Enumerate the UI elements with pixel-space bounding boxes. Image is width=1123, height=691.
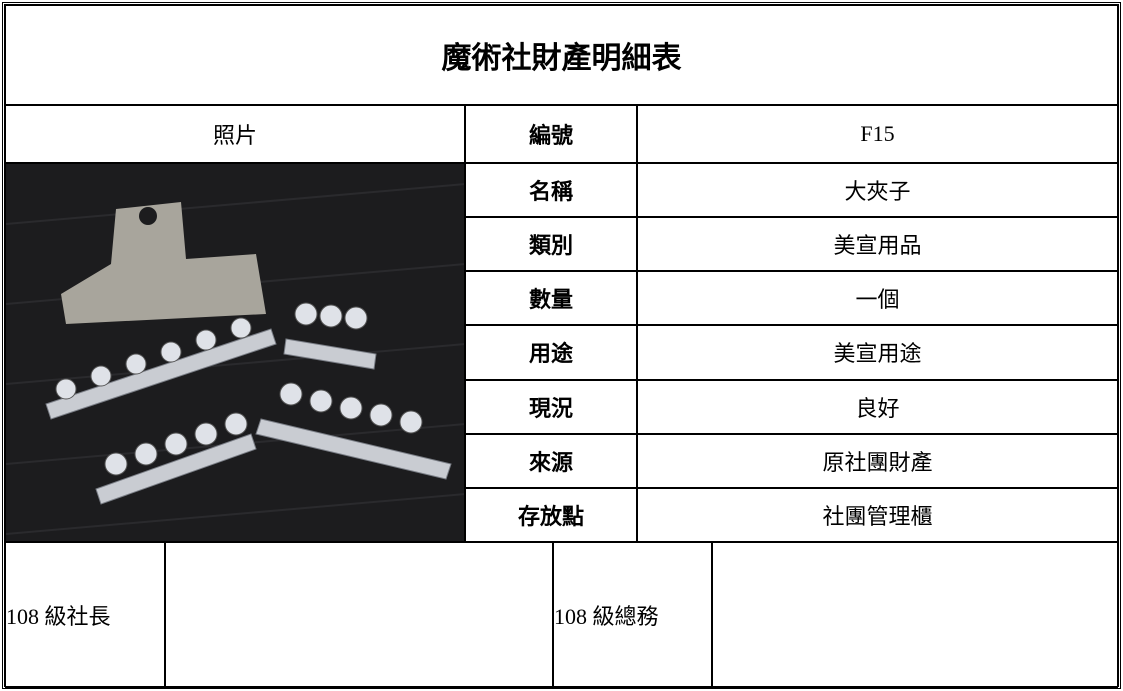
title: 魔術社財產明細表 bbox=[5, 5, 1118, 105]
row-value: 社團管理櫃 bbox=[637, 487, 1118, 542]
row-label: 類別 bbox=[465, 217, 637, 272]
row-value: 大夾子 bbox=[637, 163, 1118, 218]
signature-label: 108 級總務 bbox=[553, 542, 712, 688]
row-label: 來源 bbox=[465, 433, 637, 488]
row-label: 現況 bbox=[465, 379, 637, 434]
photo bbox=[5, 163, 465, 542]
row-label: 編號 bbox=[465, 105, 637, 163]
row-value: 美宣用品 bbox=[637, 217, 1118, 272]
signature-box bbox=[712, 542, 1118, 688]
photo-label: 照片 bbox=[5, 105, 465, 163]
row-value: 原社團財產 bbox=[637, 433, 1118, 488]
row-label: 數量 bbox=[465, 271, 637, 326]
row-label: 名稱 bbox=[465, 163, 637, 218]
row-label: 存放點 bbox=[465, 487, 637, 542]
row-value: 良好 bbox=[637, 379, 1118, 434]
row-value: F15 bbox=[637, 105, 1118, 163]
row-value: 一個 bbox=[637, 271, 1118, 326]
signature-box bbox=[165, 542, 553, 688]
row-label: 用途 bbox=[465, 325, 637, 380]
signature-label: 108 級社長 bbox=[5, 542, 165, 688]
row-value: 美宣用途 bbox=[637, 325, 1118, 380]
